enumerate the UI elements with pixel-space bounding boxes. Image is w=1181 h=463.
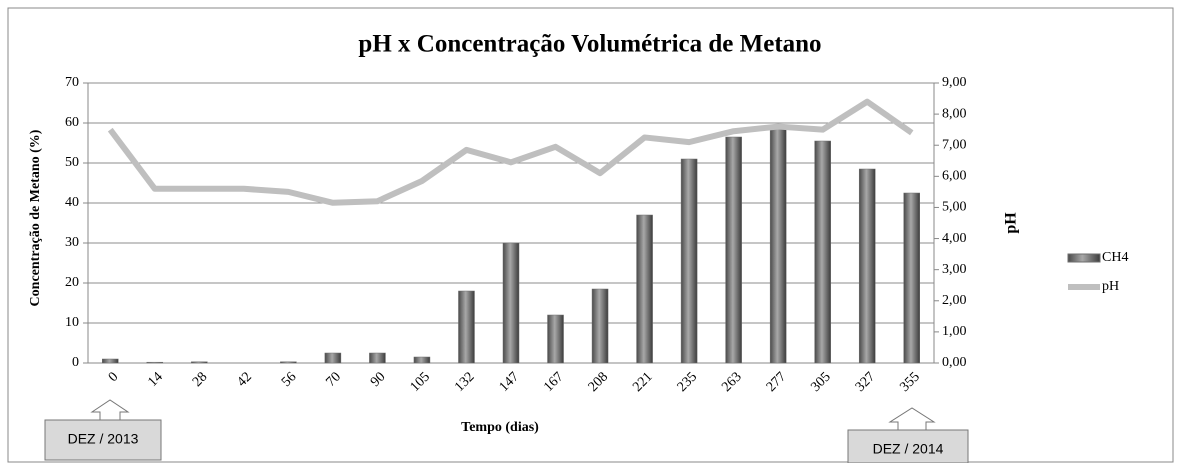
legend-label: pH <box>1102 279 1119 294</box>
y2-axis-label: pH <box>1003 212 1020 234</box>
bar <box>191 361 208 364</box>
line <box>107 98 914 206</box>
y-tick-label: 70 <box>65 75 79 90</box>
bar <box>458 290 475 364</box>
y-axis-label: Concentração de Metano (%) <box>28 129 43 306</box>
bar <box>324 352 342 364</box>
annotation-box <box>847 429 969 463</box>
bar <box>146 361 164 364</box>
y2-tick-label: 5,00 <box>942 200 967 215</box>
chart-title: pH x Concentração Volumétrica de Metano <box>358 31 821 58</box>
bar <box>502 242 520 364</box>
y2-tick-label: 8,00 <box>942 106 967 121</box>
y2-tick-label: 7,00 <box>942 137 967 152</box>
y2-tick-label: 2,00 <box>942 293 967 308</box>
bar <box>102 358 119 364</box>
y2-tick-label: 1,00 <box>942 324 967 339</box>
y-tick-label: 30 <box>65 235 79 250</box>
bar <box>903 192 920 364</box>
annotation-box <box>44 419 162 461</box>
annotation-arrow <box>888 407 936 431</box>
bar <box>769 128 787 364</box>
y2-tick-label: 6,00 <box>942 169 967 184</box>
bar <box>814 140 831 364</box>
bar <box>725 136 742 364</box>
annotation-text: DEZ / 2013 <box>68 431 139 447</box>
legend-label: CH4 <box>1102 250 1128 265</box>
bar <box>591 288 609 364</box>
bar <box>636 214 653 364</box>
y-tick-label: 60 <box>65 115 79 130</box>
y2-tick-label: 9,00 <box>942 75 967 90</box>
bar <box>280 361 297 364</box>
bar <box>547 314 564 364</box>
y2-tick-label: 4,00 <box>942 231 967 246</box>
x-axis-label: Tempo (dias) <box>461 420 539 435</box>
legend-swatch <box>1067 253 1101 263</box>
bar <box>369 352 386 364</box>
y-tick-label: 40 <box>65 195 79 210</box>
chart-border <box>7 7 1174 463</box>
y-tick-label: 20 <box>65 275 79 290</box>
bar <box>858 168 876 364</box>
bar <box>680 158 698 364</box>
bar <box>413 356 431 364</box>
annotation-arrow <box>90 399 130 421</box>
annotation-text: DEZ / 2014 <box>873 441 944 457</box>
y-tick-label: 50 <box>65 155 79 170</box>
y-tick-label: 0 <box>72 355 79 370</box>
y2-tick-label: 3,00 <box>942 262 967 277</box>
y2-tick-label: 0,00 <box>942 355 967 370</box>
y-tick-label: 10 <box>65 315 79 330</box>
